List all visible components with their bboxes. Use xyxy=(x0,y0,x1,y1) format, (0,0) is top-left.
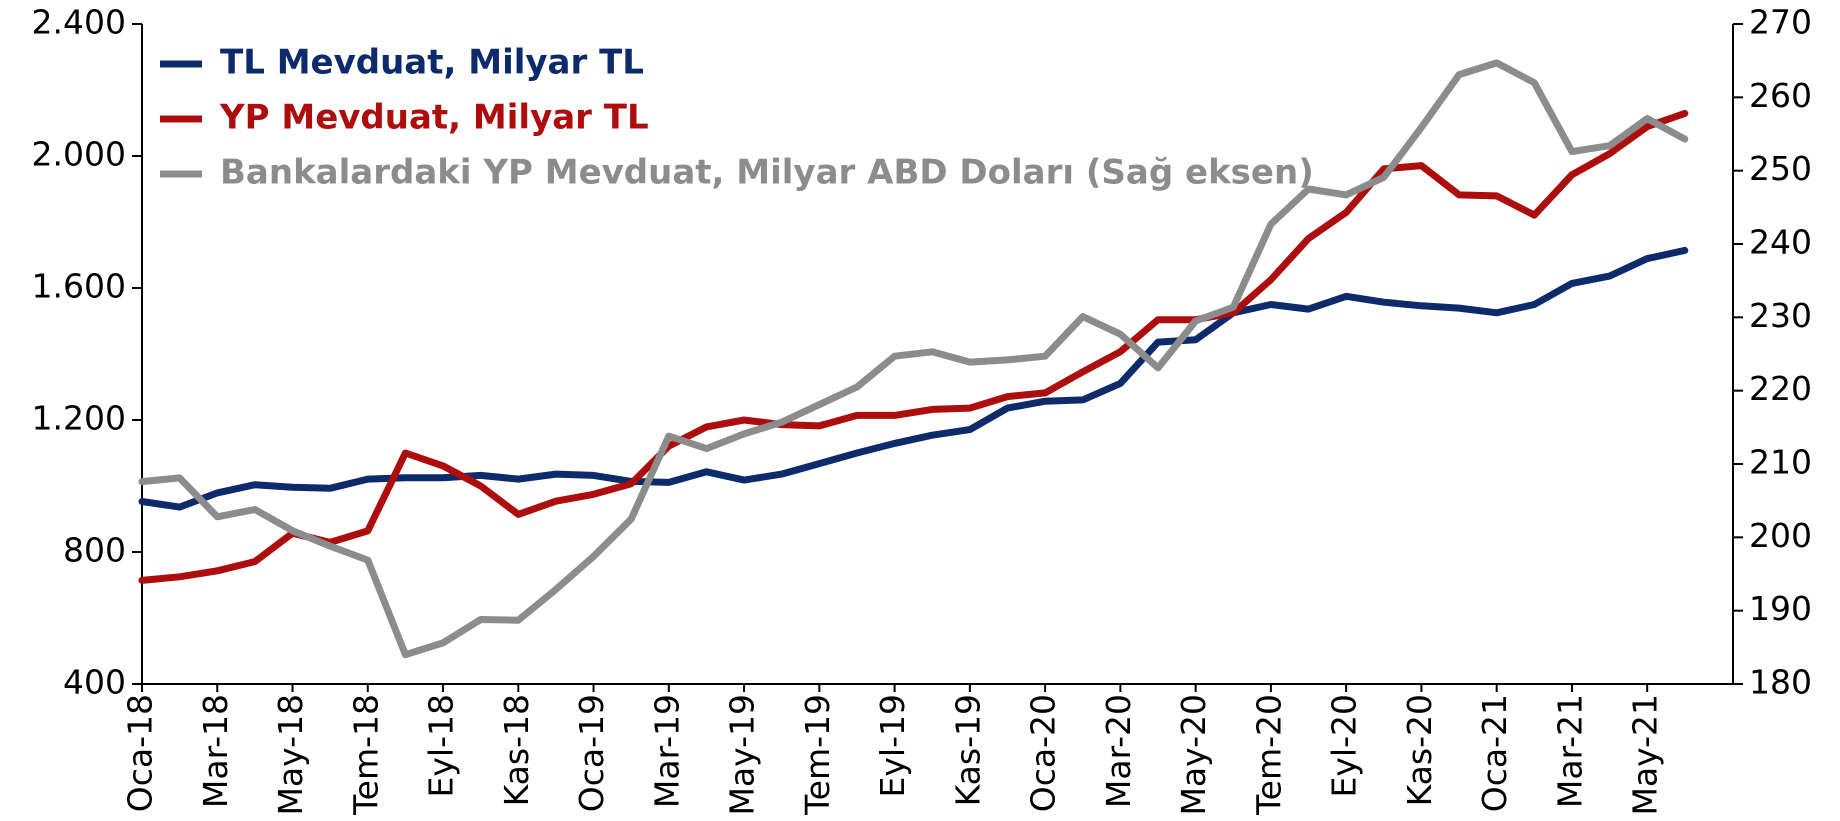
x-tick-label: Mar-18 xyxy=(196,694,235,808)
x-tick-label: Kas-20 xyxy=(1400,694,1439,806)
y-tick-label: 2.000 xyxy=(32,135,126,174)
x-tick-label: Tem-18 xyxy=(346,694,385,816)
legend-label: Bankalardaki YP Mevduat, Milyar ABD Dola… xyxy=(220,153,1314,193)
series-line xyxy=(138,59,1689,659)
y-tick-label: 400 xyxy=(63,663,126,702)
y2-tick-label: 240 xyxy=(1749,223,1812,262)
x-tick-label: Oca-21 xyxy=(1475,694,1514,812)
y2-tick-label: 230 xyxy=(1749,296,1812,335)
x-tick-label: May-20 xyxy=(1174,694,1213,816)
y2-tick-label: 200 xyxy=(1749,516,1812,555)
y2-tick-label: 270 xyxy=(1749,3,1812,42)
y-tick-label: 1.200 xyxy=(32,399,126,438)
x-tick-label: Oca-18 xyxy=(121,694,160,812)
x-tick-label: May-18 xyxy=(271,694,310,816)
x-tick-label: Eyl-18 xyxy=(422,694,461,797)
y-tick-label: 2.400 xyxy=(32,3,126,42)
x-tick-label: Tem-19 xyxy=(798,694,837,816)
x-tick-label: Mar-19 xyxy=(647,694,686,808)
y2-tick-label: 220 xyxy=(1749,369,1812,408)
series-line xyxy=(138,246,1689,511)
x-tick-label: Mar-21 xyxy=(1550,694,1589,808)
y-tick-label: 800 xyxy=(63,531,126,570)
y2-tick-label: 180 xyxy=(1749,663,1812,702)
x-tick-label: May-19 xyxy=(723,694,762,816)
x-tick-label: Eyl-20 xyxy=(1325,694,1364,797)
x-tick-label: Oca-19 xyxy=(572,694,611,812)
legend-label: TL Mevduat, Milyar TL xyxy=(220,43,644,83)
y2-tick-label: 210 xyxy=(1749,443,1812,482)
y-tick-label: 1.600 xyxy=(32,267,126,306)
x-tick-label: Eyl-19 xyxy=(873,694,912,797)
x-tick-label: Oca-20 xyxy=(1024,694,1063,812)
x-tick-label: Mar-20 xyxy=(1099,694,1138,808)
y2-tick-label: 190 xyxy=(1749,589,1812,628)
y2-tick-label: 260 xyxy=(1749,76,1812,115)
x-tick-label: Kas-18 xyxy=(497,694,536,806)
x-tick-label: Kas-19 xyxy=(948,694,987,806)
y2-tick-label: 250 xyxy=(1749,149,1812,188)
x-tick-label: May-21 xyxy=(1626,694,1665,816)
x-tick-label: Tem-20 xyxy=(1249,694,1288,816)
legend-label: YP Mevduat, Milyar TL xyxy=(219,98,649,138)
series-line xyxy=(138,109,1689,584)
